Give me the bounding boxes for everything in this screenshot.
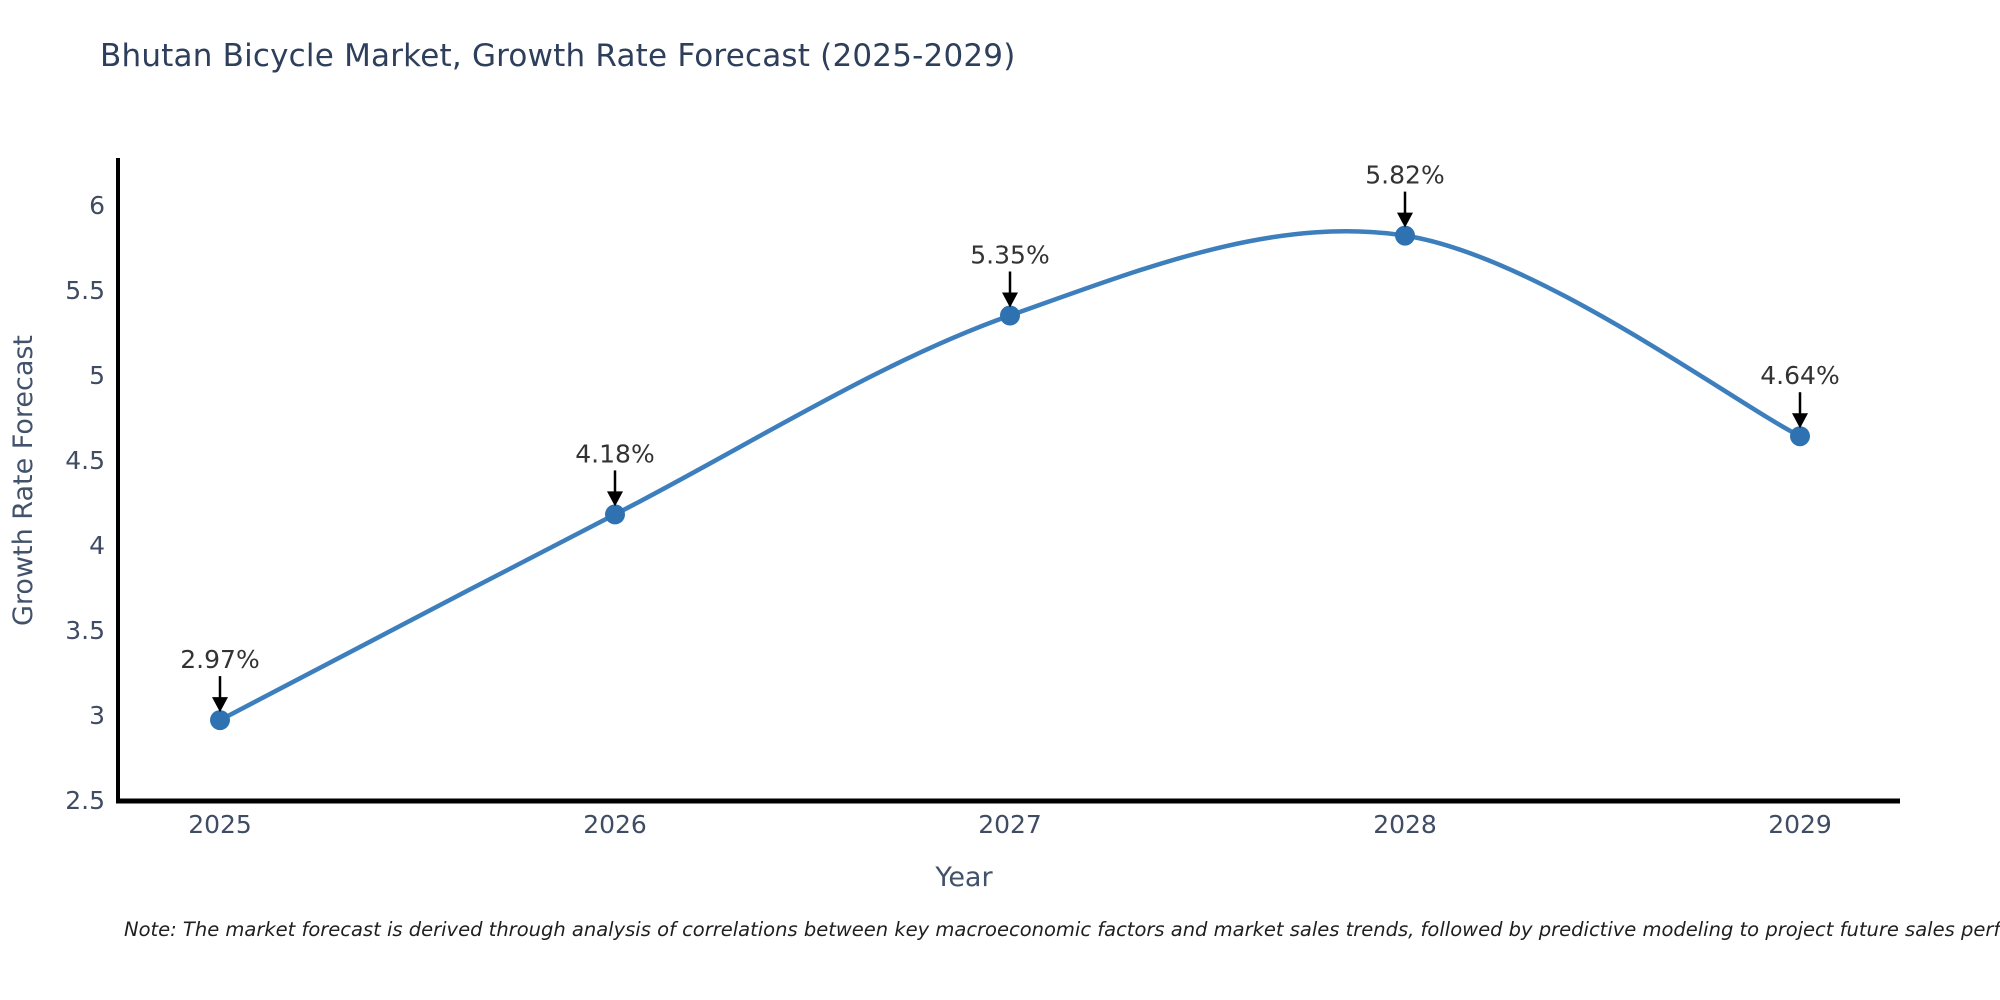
y-tick-label: 3.5 <box>65 616 105 645</box>
data-point-marker <box>1790 426 1810 447</box>
annotation-arrowhead <box>607 491 623 507</box>
x-axis-title: Year <box>934 862 993 893</box>
x-tick-label: 2025 <box>188 810 252 839</box>
data-label: 5.35% <box>970 241 1049 270</box>
annotation-arrowhead <box>1397 212 1413 228</box>
data-point-marker <box>1395 225 1415 246</box>
data-point-marker <box>1000 305 1020 326</box>
x-tick-label: 2029 <box>1768 810 1832 839</box>
data-point-marker <box>605 504 625 525</box>
data-label: 4.18% <box>575 439 654 468</box>
annotation-arrowhead <box>1792 413 1808 429</box>
y-tick-label: 5.5 <box>65 276 105 305</box>
chart-title: Bhutan Bicycle Market, Growth Rate Forec… <box>100 38 1016 74</box>
y-tick-label: 4.5 <box>65 446 105 475</box>
footnote: Note: The market forecast is derived thr… <box>124 918 2000 941</box>
x-tick-label: 2026 <box>583 810 647 839</box>
y-tick-label: 4 <box>89 531 105 560</box>
data-point-marker <box>210 710 230 731</box>
y-tick-label: 2.5 <box>65 786 105 815</box>
y-tick-label: 3 <box>89 701 105 730</box>
x-tick-label: 2028 <box>1373 810 1437 839</box>
x-tick-label: 2027 <box>978 810 1042 839</box>
annotation-arrowhead <box>212 697 228 713</box>
annotation-arrowhead <box>1002 292 1018 308</box>
data-label: 5.82% <box>1365 161 1444 190</box>
y-tick-label: 6 <box>89 191 105 220</box>
data-label: 4.64% <box>1760 361 1839 390</box>
y-tick-label: 5 <box>89 361 105 390</box>
data-label: 2.97% <box>180 645 259 674</box>
y-axis-title: Growth Rate Forecast <box>8 335 39 626</box>
